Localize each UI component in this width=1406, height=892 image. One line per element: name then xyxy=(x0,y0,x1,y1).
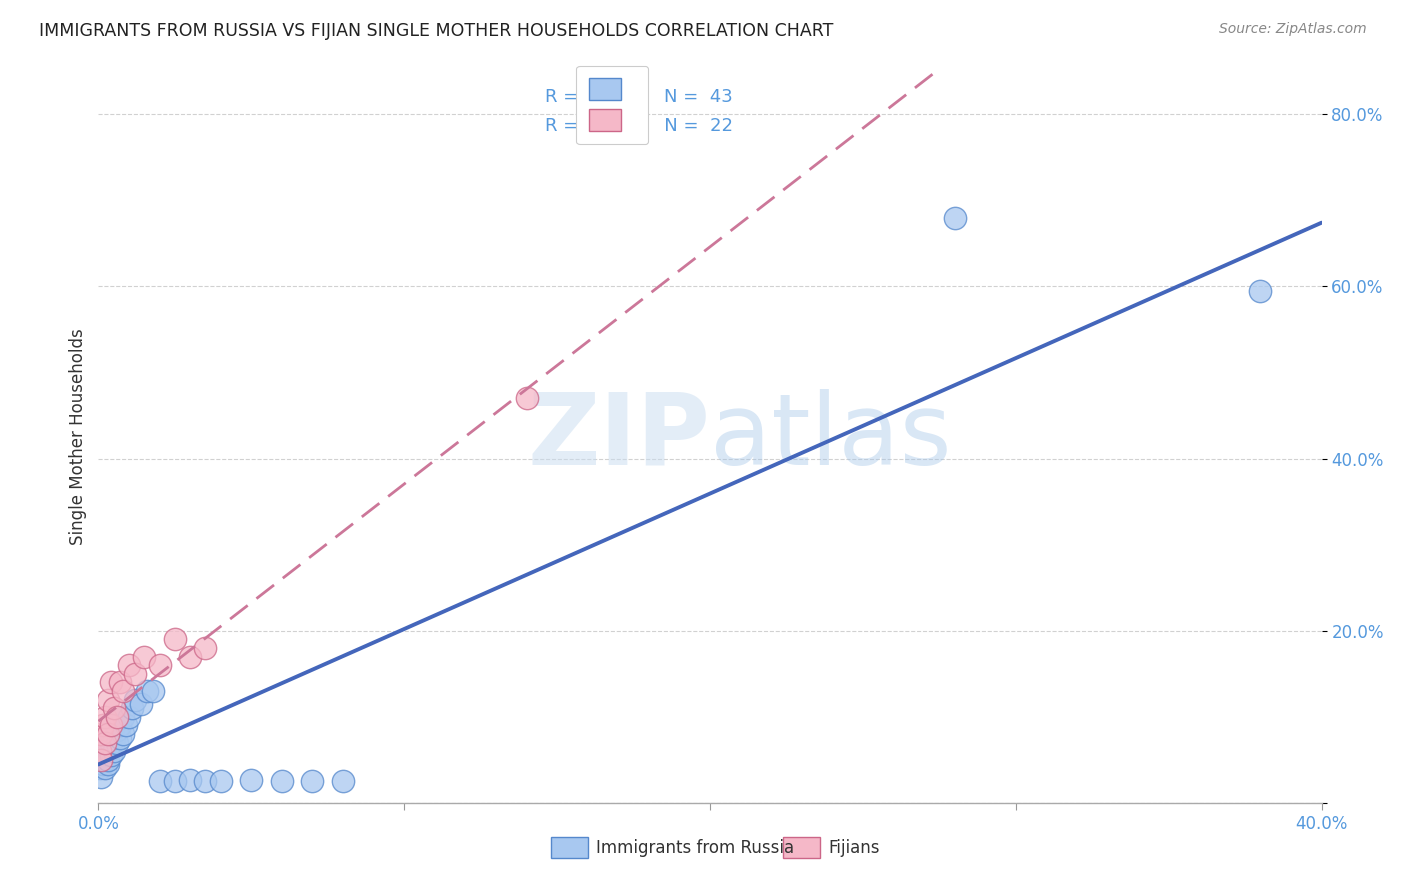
Text: R =  0.817    N =  43: R = 0.817 N = 43 xyxy=(546,88,733,106)
FancyBboxPatch shape xyxy=(783,838,820,858)
Point xyxy=(100,675,122,690)
Text: Immigrants from Russia: Immigrants from Russia xyxy=(596,839,794,857)
Point xyxy=(97,757,120,772)
Point xyxy=(105,710,128,724)
Text: Source: ZipAtlas.com: Source: ZipAtlas.com xyxy=(1219,22,1367,37)
Point xyxy=(943,211,966,225)
Point xyxy=(124,666,146,681)
Point xyxy=(108,718,131,732)
Point xyxy=(179,649,201,664)
Point xyxy=(270,774,292,789)
Point xyxy=(103,731,125,746)
Point xyxy=(90,727,112,741)
Legend: , : , xyxy=(576,66,648,145)
Text: R =  0.597    N =  22: R = 0.597 N = 22 xyxy=(546,117,733,136)
Point xyxy=(149,774,172,789)
Point xyxy=(129,697,152,711)
Point xyxy=(118,710,141,724)
Point xyxy=(90,748,112,763)
Y-axis label: Single Mother Households: Single Mother Households xyxy=(69,329,87,545)
Point xyxy=(194,640,217,655)
Point xyxy=(93,710,115,724)
Point xyxy=(194,774,217,789)
Point xyxy=(163,632,186,647)
Point xyxy=(240,773,263,788)
FancyBboxPatch shape xyxy=(551,838,588,858)
Point xyxy=(332,774,354,789)
Point xyxy=(301,774,323,789)
Point xyxy=(1249,284,1271,298)
Point xyxy=(108,675,131,690)
Point xyxy=(97,727,120,741)
Text: ZIP: ZIP xyxy=(527,389,710,485)
Point xyxy=(97,735,120,749)
Point xyxy=(100,748,122,763)
Point xyxy=(91,718,114,732)
Point xyxy=(94,748,117,763)
Point xyxy=(121,701,143,715)
Point xyxy=(111,710,134,724)
Point xyxy=(89,761,111,775)
Text: IMMIGRANTS FROM RUSSIA VS FIJIAN SINGLE MOTHER HOUSEHOLDS CORRELATION CHART: IMMIGRANTS FROM RUSSIA VS FIJIAN SINGLE … xyxy=(39,22,834,40)
Point xyxy=(179,773,201,788)
Point xyxy=(90,753,112,767)
Point xyxy=(118,658,141,673)
Point xyxy=(209,774,232,789)
Point xyxy=(124,692,146,706)
Point xyxy=(100,735,122,749)
Point xyxy=(103,744,125,758)
Point xyxy=(149,658,172,673)
Point xyxy=(108,731,131,746)
Point xyxy=(93,739,115,754)
Point xyxy=(111,727,134,741)
Point xyxy=(103,718,125,732)
Point xyxy=(103,701,125,715)
Point xyxy=(91,757,114,772)
Point xyxy=(100,718,122,732)
Point xyxy=(105,735,128,749)
Point xyxy=(142,684,165,698)
Text: atlas: atlas xyxy=(710,389,952,485)
Point xyxy=(90,770,112,784)
Text: Fijians: Fijians xyxy=(828,839,880,857)
Point xyxy=(93,761,115,775)
Point xyxy=(134,649,156,664)
Point xyxy=(105,723,128,737)
Point xyxy=(111,684,134,698)
Point xyxy=(91,744,114,758)
Point xyxy=(93,735,115,749)
Point xyxy=(163,774,186,789)
Point xyxy=(115,718,138,732)
Point xyxy=(516,392,538,406)
Point xyxy=(89,744,111,758)
Point xyxy=(136,684,159,698)
Point xyxy=(93,753,115,767)
Point xyxy=(97,744,120,758)
Point xyxy=(100,727,122,741)
Point xyxy=(97,753,120,767)
Point xyxy=(97,692,120,706)
